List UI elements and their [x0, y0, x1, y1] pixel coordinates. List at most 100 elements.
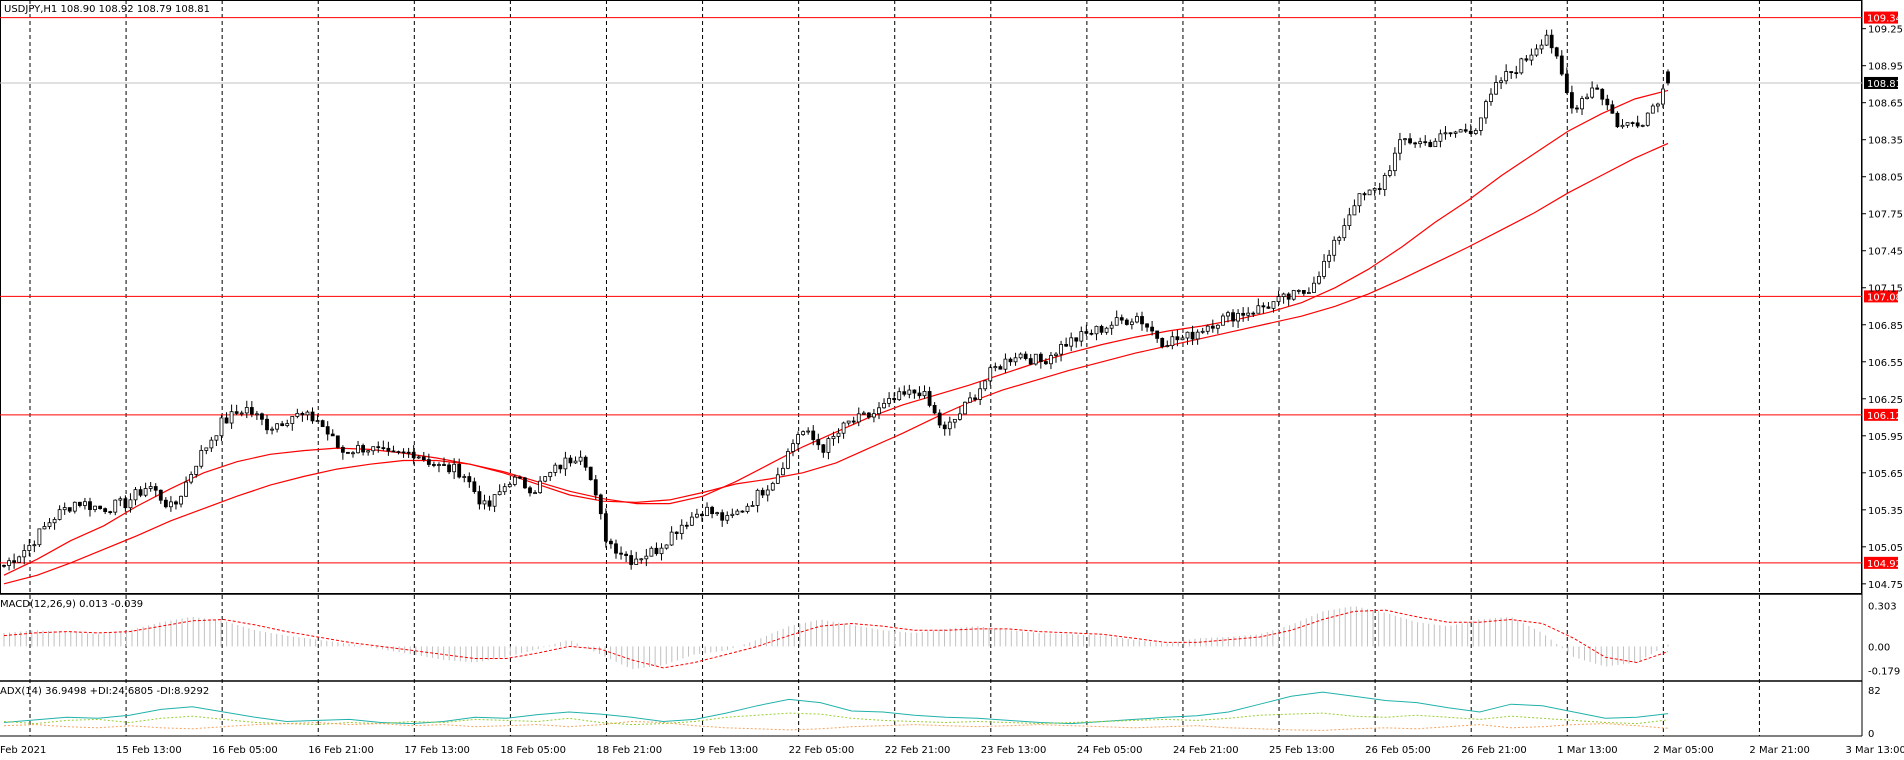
adx-series-line	[3, 691, 1669, 725]
candle-body	[416, 456, 421, 459]
candle-body	[745, 505, 750, 512]
candle-body	[548, 472, 553, 478]
candle-body	[1504, 71, 1509, 82]
candle-body	[118, 498, 123, 501]
candle-body	[1559, 55, 1564, 75]
candle-body	[1666, 71, 1670, 84]
candle-body	[244, 407, 249, 414]
candle-body	[295, 412, 300, 417]
candle-body	[285, 423, 290, 427]
candle-body	[1145, 323, 1149, 328]
candle-body	[1059, 344, 1063, 355]
candle-body	[765, 489, 770, 496]
time-tick-label: 18 Feb 05:00	[500, 745, 566, 756]
candle-body	[88, 501, 92, 510]
candle-body	[275, 423, 280, 430]
candle-body	[1438, 133, 1443, 142]
time-tick-label: 18 Feb 21:00	[596, 745, 662, 756]
candle-body	[62, 507, 67, 511]
macd-tick-label: 0.00	[1868, 642, 1890, 653]
candle-body	[1094, 325, 1099, 335]
candle-body	[163, 499, 168, 508]
candle-body	[644, 555, 649, 560]
candle-body	[1509, 71, 1514, 74]
price-level-tag	[1864, 11, 1898, 24]
candle-body	[846, 420, 851, 424]
candle-body	[356, 445, 360, 454]
candle-body	[1448, 132, 1453, 135]
candle-body	[1266, 306, 1271, 309]
candle-body	[720, 512, 725, 521]
candle-body	[457, 463, 462, 478]
candle-body	[42, 526, 47, 530]
candle-body	[882, 402, 886, 409]
candle-body	[103, 508, 108, 513]
candle-body	[942, 424, 947, 430]
price-level-value: 104.92	[1867, 559, 1902, 570]
candle-body	[1124, 319, 1129, 325]
candle-body	[123, 498, 128, 509]
candle-body	[1150, 326, 1155, 332]
candle-body	[1372, 188, 1377, 191]
candle-body	[679, 524, 684, 534]
candle-body	[335, 435, 340, 448]
candle-body	[280, 423, 285, 427]
candle-body	[1332, 239, 1337, 256]
price-tick-label: 105.65	[1868, 469, 1903, 480]
candle-body	[371, 446, 376, 452]
candle-body	[791, 443, 795, 452]
horizontal-levels[interactable]: 109.34 107.08 106.12 104.92 108.81	[0, 11, 1902, 570]
candle-body	[37, 528, 42, 546]
candle-body	[1190, 331, 1195, 340]
candle-body	[1625, 122, 1630, 126]
candle-body	[760, 489, 765, 496]
moving-averages	[3, 89, 1669, 585]
candle-body	[1484, 101, 1488, 119]
candle-body	[1413, 142, 1418, 145]
candle-body	[406, 451, 411, 454]
candle-body	[543, 476, 548, 482]
candle-body	[887, 398, 892, 404]
candle-body	[740, 510, 745, 513]
candle-body	[963, 401, 967, 415]
candle-body	[877, 407, 881, 415]
candle-body	[366, 450, 371, 453]
time-tick-label: Feb 2021	[0, 745, 46, 756]
moving-average-slow	[3, 142, 1669, 585]
macd-signal-line	[3, 609, 1669, 669]
candle-body	[1069, 337, 1074, 347]
candle-body	[234, 411, 239, 414]
candle-body	[1590, 87, 1595, 98]
candle-body	[437, 464, 441, 466]
candle-body	[340, 446, 345, 453]
candle-body	[750, 505, 755, 507]
candle-body	[710, 506, 714, 515]
candle-body	[1453, 131, 1458, 134]
candle-body	[325, 426, 330, 435]
candle-body	[497, 491, 502, 496]
candle-body	[770, 482, 775, 491]
candle-body	[588, 466, 593, 481]
candle-body	[1317, 275, 1321, 284]
candle-body	[502, 486, 507, 493]
candle-body	[1195, 331, 1200, 340]
candle-body	[432, 464, 436, 466]
candle-body	[492, 494, 497, 507]
time-tick-label: 24 Feb 05:00	[1077, 745, 1143, 756]
candle-body	[1160, 337, 1165, 347]
candle-body	[1286, 293, 1291, 300]
candle-body	[290, 416, 295, 424]
candle-body	[1064, 344, 1069, 347]
candle-body	[1114, 317, 1119, 326]
price-tick-label: 106.55	[1868, 358, 1903, 369]
price-tick-label: 106.25	[1868, 395, 1903, 406]
candle-body	[619, 552, 623, 555]
candle-body	[973, 397, 977, 400]
candle-body	[1615, 112, 1620, 128]
candle-body	[998, 366, 1003, 370]
time-tick-label: 16 Feb 05:00	[212, 745, 278, 756]
price-level-tag	[1864, 408, 1898, 421]
candle-body	[482, 500, 487, 505]
candle-body	[391, 450, 396, 453]
